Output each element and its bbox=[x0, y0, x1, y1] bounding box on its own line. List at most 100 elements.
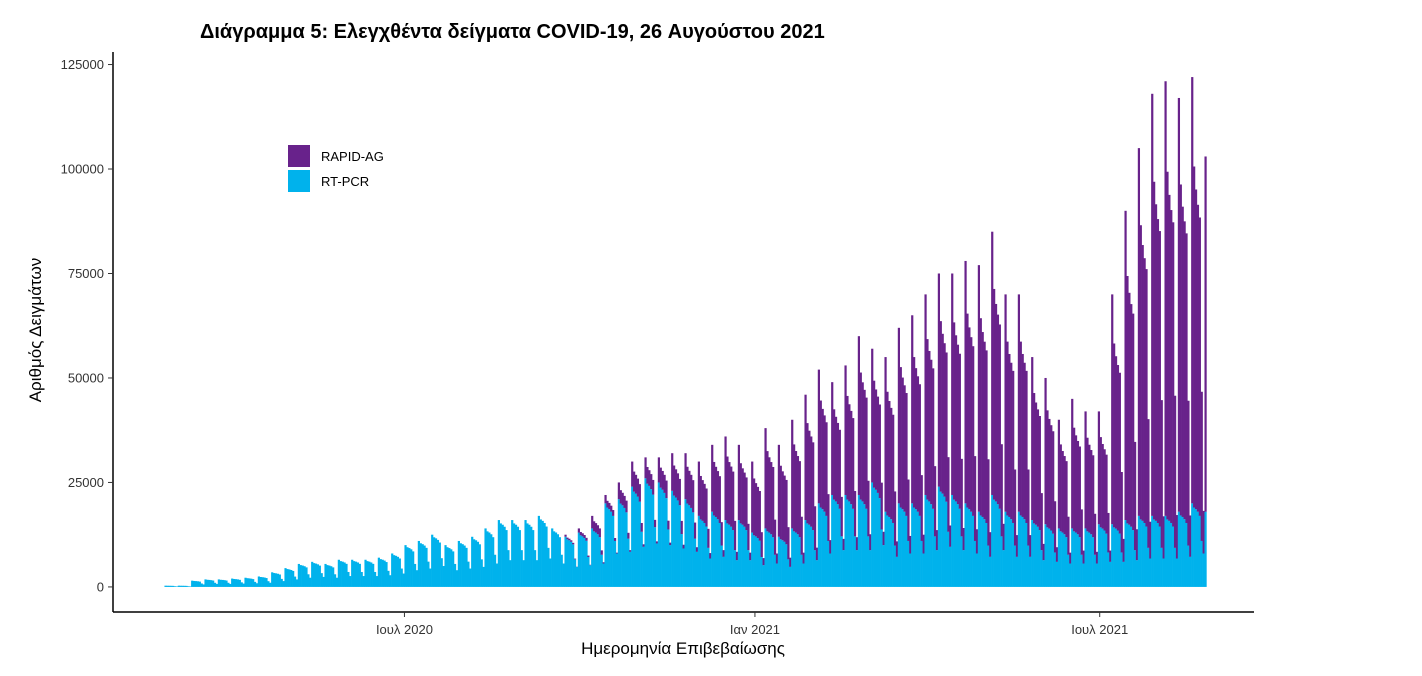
bar-rapid-ag bbox=[815, 547, 819, 561]
bar-rapid-ag bbox=[749, 552, 752, 561]
bar-rt-pcr bbox=[206, 579, 209, 587]
bar-rapid-ag bbox=[1008, 353, 1011, 517]
bar-rapid-ag bbox=[766, 451, 769, 532]
bar-rt-pcr bbox=[253, 581, 257, 587]
bar-rapid-ag bbox=[1073, 427, 1076, 532]
y-tick-label: 0 bbox=[97, 579, 104, 594]
bar-rapid-ag bbox=[1156, 219, 1160, 523]
bar-rapid-ag bbox=[566, 537, 569, 540]
bar-rapid-ag bbox=[690, 474, 693, 508]
bar-rt-pcr bbox=[1036, 526, 1040, 587]
bar-rapid-ag bbox=[1124, 210, 1127, 521]
bar-rt-pcr bbox=[648, 485, 651, 587]
bar-rapid-ag bbox=[1204, 156, 1207, 512]
bar-rapid-ag bbox=[1196, 204, 1200, 512]
bar-rt-pcr bbox=[292, 570, 295, 587]
bar-rapid-ag bbox=[733, 520, 737, 551]
bar-rt-pcr bbox=[419, 543, 422, 587]
bar-rt-pcr bbox=[985, 522, 988, 587]
bar-rapid-ag bbox=[840, 496, 843, 537]
bar-rt-pcr bbox=[459, 543, 462, 587]
bar-rt-pcr bbox=[501, 524, 504, 587]
bar-rapid-ag bbox=[1053, 501, 1057, 553]
bar-rapid-ag bbox=[1164, 81, 1167, 516]
bar-rt-pcr bbox=[1120, 552, 1123, 587]
bar-rt-pcr bbox=[513, 523, 516, 587]
bar-rt-pcr bbox=[810, 526, 813, 587]
bar-rt-pcr bbox=[722, 556, 725, 587]
bar-rt-pcr bbox=[252, 579, 255, 587]
bar-rt-pcr bbox=[979, 515, 982, 587]
bar-rapid-ag bbox=[798, 461, 801, 538]
bar-rt-pcr bbox=[589, 565, 592, 587]
bar-rt-pcr bbox=[659, 487, 662, 587]
bar-rt-pcr bbox=[749, 560, 752, 587]
bar-rt-pcr bbox=[389, 575, 392, 587]
bar-rapid-ag bbox=[1135, 529, 1139, 561]
bar-rapid-ag bbox=[928, 350, 931, 502]
bar-rapid-ag bbox=[617, 482, 620, 500]
bar-rapid-ag bbox=[619, 490, 622, 504]
bar-rt-pcr bbox=[806, 523, 809, 587]
bar-rt-pcr bbox=[259, 577, 262, 587]
bar-rt-pcr bbox=[225, 580, 228, 587]
bar-rt-pcr bbox=[983, 519, 986, 587]
bar-rt-pcr bbox=[532, 530, 535, 587]
bar-rt-pcr bbox=[733, 550, 737, 587]
bar-rt-pcr bbox=[530, 526, 533, 587]
bar-rt-pcr bbox=[1168, 520, 1171, 587]
bar-rt-pcr bbox=[229, 583, 232, 587]
bar-rt-pcr bbox=[280, 578, 283, 587]
bar-rapid-ag bbox=[777, 444, 780, 537]
bar-rapid-ag bbox=[796, 456, 800, 535]
bar-rapid-ag bbox=[873, 380, 876, 488]
x-axis-label: Ημερομηνία Επιβεβαίωσης bbox=[581, 639, 785, 658]
bar-rt-pcr bbox=[1069, 563, 1072, 587]
bar-rapid-ag bbox=[703, 483, 706, 523]
bar-rapid-ag bbox=[1128, 292, 1131, 525]
bar-rapid-ag bbox=[1168, 194, 1171, 521]
bar-rt-pcr bbox=[217, 579, 220, 587]
bar-rt-pcr bbox=[177, 585, 180, 587]
bar-rapid-ag bbox=[669, 542, 672, 546]
bar-rapid-ag bbox=[629, 550, 632, 552]
bar-rapid-ag bbox=[699, 475, 702, 520]
bar-rt-pcr bbox=[301, 565, 304, 587]
bar-rapid-ag bbox=[920, 475, 923, 541]
bar-rt-pcr bbox=[682, 548, 685, 587]
bar-rt-pcr bbox=[191, 580, 194, 587]
bar-rapid-ag bbox=[633, 471, 636, 492]
bar-rt-pcr bbox=[360, 571, 363, 587]
bar-rt-pcr bbox=[364, 559, 367, 587]
bar-rt-pcr bbox=[619, 503, 622, 587]
bar-rapid-ag bbox=[903, 385, 906, 512]
bar-rt-pcr bbox=[893, 545, 897, 587]
bar-rt-pcr bbox=[1099, 527, 1102, 587]
bar-rt-pcr bbox=[509, 560, 512, 587]
bar-rt-pcr bbox=[730, 526, 733, 587]
bar-rt-pcr bbox=[547, 547, 550, 587]
bar-rt-pcr bbox=[855, 550, 859, 587]
bar-rt-pcr bbox=[473, 539, 476, 587]
bar-rt-pcr bbox=[737, 520, 740, 587]
bar-rt-pcr bbox=[663, 492, 666, 587]
bar-rapid-ag bbox=[1000, 444, 1003, 537]
bar-rt-pcr bbox=[791, 528, 794, 587]
bar-rt-pcr bbox=[895, 556, 899, 587]
bar-rapid-ag bbox=[1133, 441, 1137, 551]
bar-rt-pcr bbox=[381, 559, 384, 587]
bar-rt-pcr bbox=[333, 574, 337, 587]
bar-rt-pcr bbox=[1006, 515, 1009, 587]
bar-rt-pcr bbox=[1149, 558, 1152, 587]
bar-rt-pcr bbox=[1183, 519, 1186, 587]
bar-rt-pcr bbox=[248, 578, 251, 587]
bar-rt-pcr bbox=[1107, 552, 1110, 587]
bar-rapid-ag bbox=[1004, 294, 1007, 512]
bar-rapid-ag bbox=[993, 288, 996, 500]
bar-rt-pcr bbox=[873, 487, 876, 587]
bar-rapid-ag bbox=[1055, 547, 1059, 562]
bar-rt-pcr bbox=[951, 494, 954, 587]
bar-rt-pcr bbox=[560, 554, 563, 587]
bar-rapid-ag bbox=[810, 436, 813, 527]
bar-rt-pcr bbox=[579, 535, 582, 587]
